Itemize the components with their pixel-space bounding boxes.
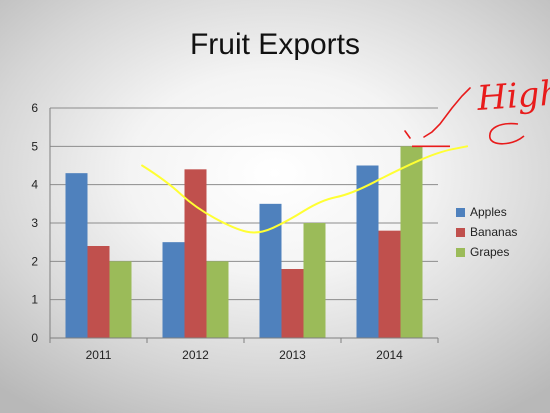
bar-grapes bbox=[109, 261, 132, 338]
bar-bananas bbox=[378, 230, 401, 338]
legend: Apples Bananas Grapes bbox=[456, 205, 517, 259]
bar-apples bbox=[259, 203, 282, 338]
bar-bananas bbox=[281, 269, 304, 338]
legend-label: Bananas bbox=[470, 225, 517, 239]
y-tick-label: 6 bbox=[31, 101, 38, 115]
bar-apples bbox=[162, 242, 185, 338]
y-tick-label: 0 bbox=[31, 331, 38, 345]
bar-grapes bbox=[206, 261, 229, 338]
bar-apples bbox=[65, 173, 88, 338]
legend-label: Grapes bbox=[470, 245, 509, 259]
bar-grapes bbox=[303, 223, 326, 338]
bars bbox=[65, 146, 423, 338]
bar-grapes bbox=[400, 146, 423, 338]
x-tick-label: 2014 bbox=[376, 348, 403, 362]
trend-line-annotation bbox=[141, 145, 469, 234]
y-tick-label: 3 bbox=[31, 216, 38, 230]
legend-swatch bbox=[456, 248, 465, 257]
legend-swatch bbox=[456, 208, 465, 217]
y-tick-label: 5 bbox=[31, 139, 38, 153]
legend-label: Apples bbox=[470, 205, 507, 219]
y-tick-label: 2 bbox=[31, 254, 38, 268]
high-note-annotation: High bbox=[475, 73, 550, 119]
chart-title: Fruit Exports bbox=[189, 28, 361, 61]
bar-bananas bbox=[184, 169, 207, 338]
y-tick-label: 4 bbox=[31, 178, 38, 192]
bar-apples bbox=[356, 165, 379, 338]
legend-swatch bbox=[456, 228, 465, 237]
x-tick-label: 2011 bbox=[86, 348, 112, 362]
annotations: High bbox=[141, 73, 550, 234]
pointer-stroke-annotation bbox=[404, 87, 471, 139]
axes: 0 1 2 3 4 5 6 2011 2012 2013 2014 bbox=[31, 101, 439, 362]
y-tick-label: 1 bbox=[31, 293, 38, 307]
x-tick-label: 2013 bbox=[279, 348, 306, 362]
x-tick-label: 2012 bbox=[182, 348, 209, 362]
note-underline-annotation bbox=[489, 122, 525, 145]
bar-bananas bbox=[87, 246, 110, 338]
